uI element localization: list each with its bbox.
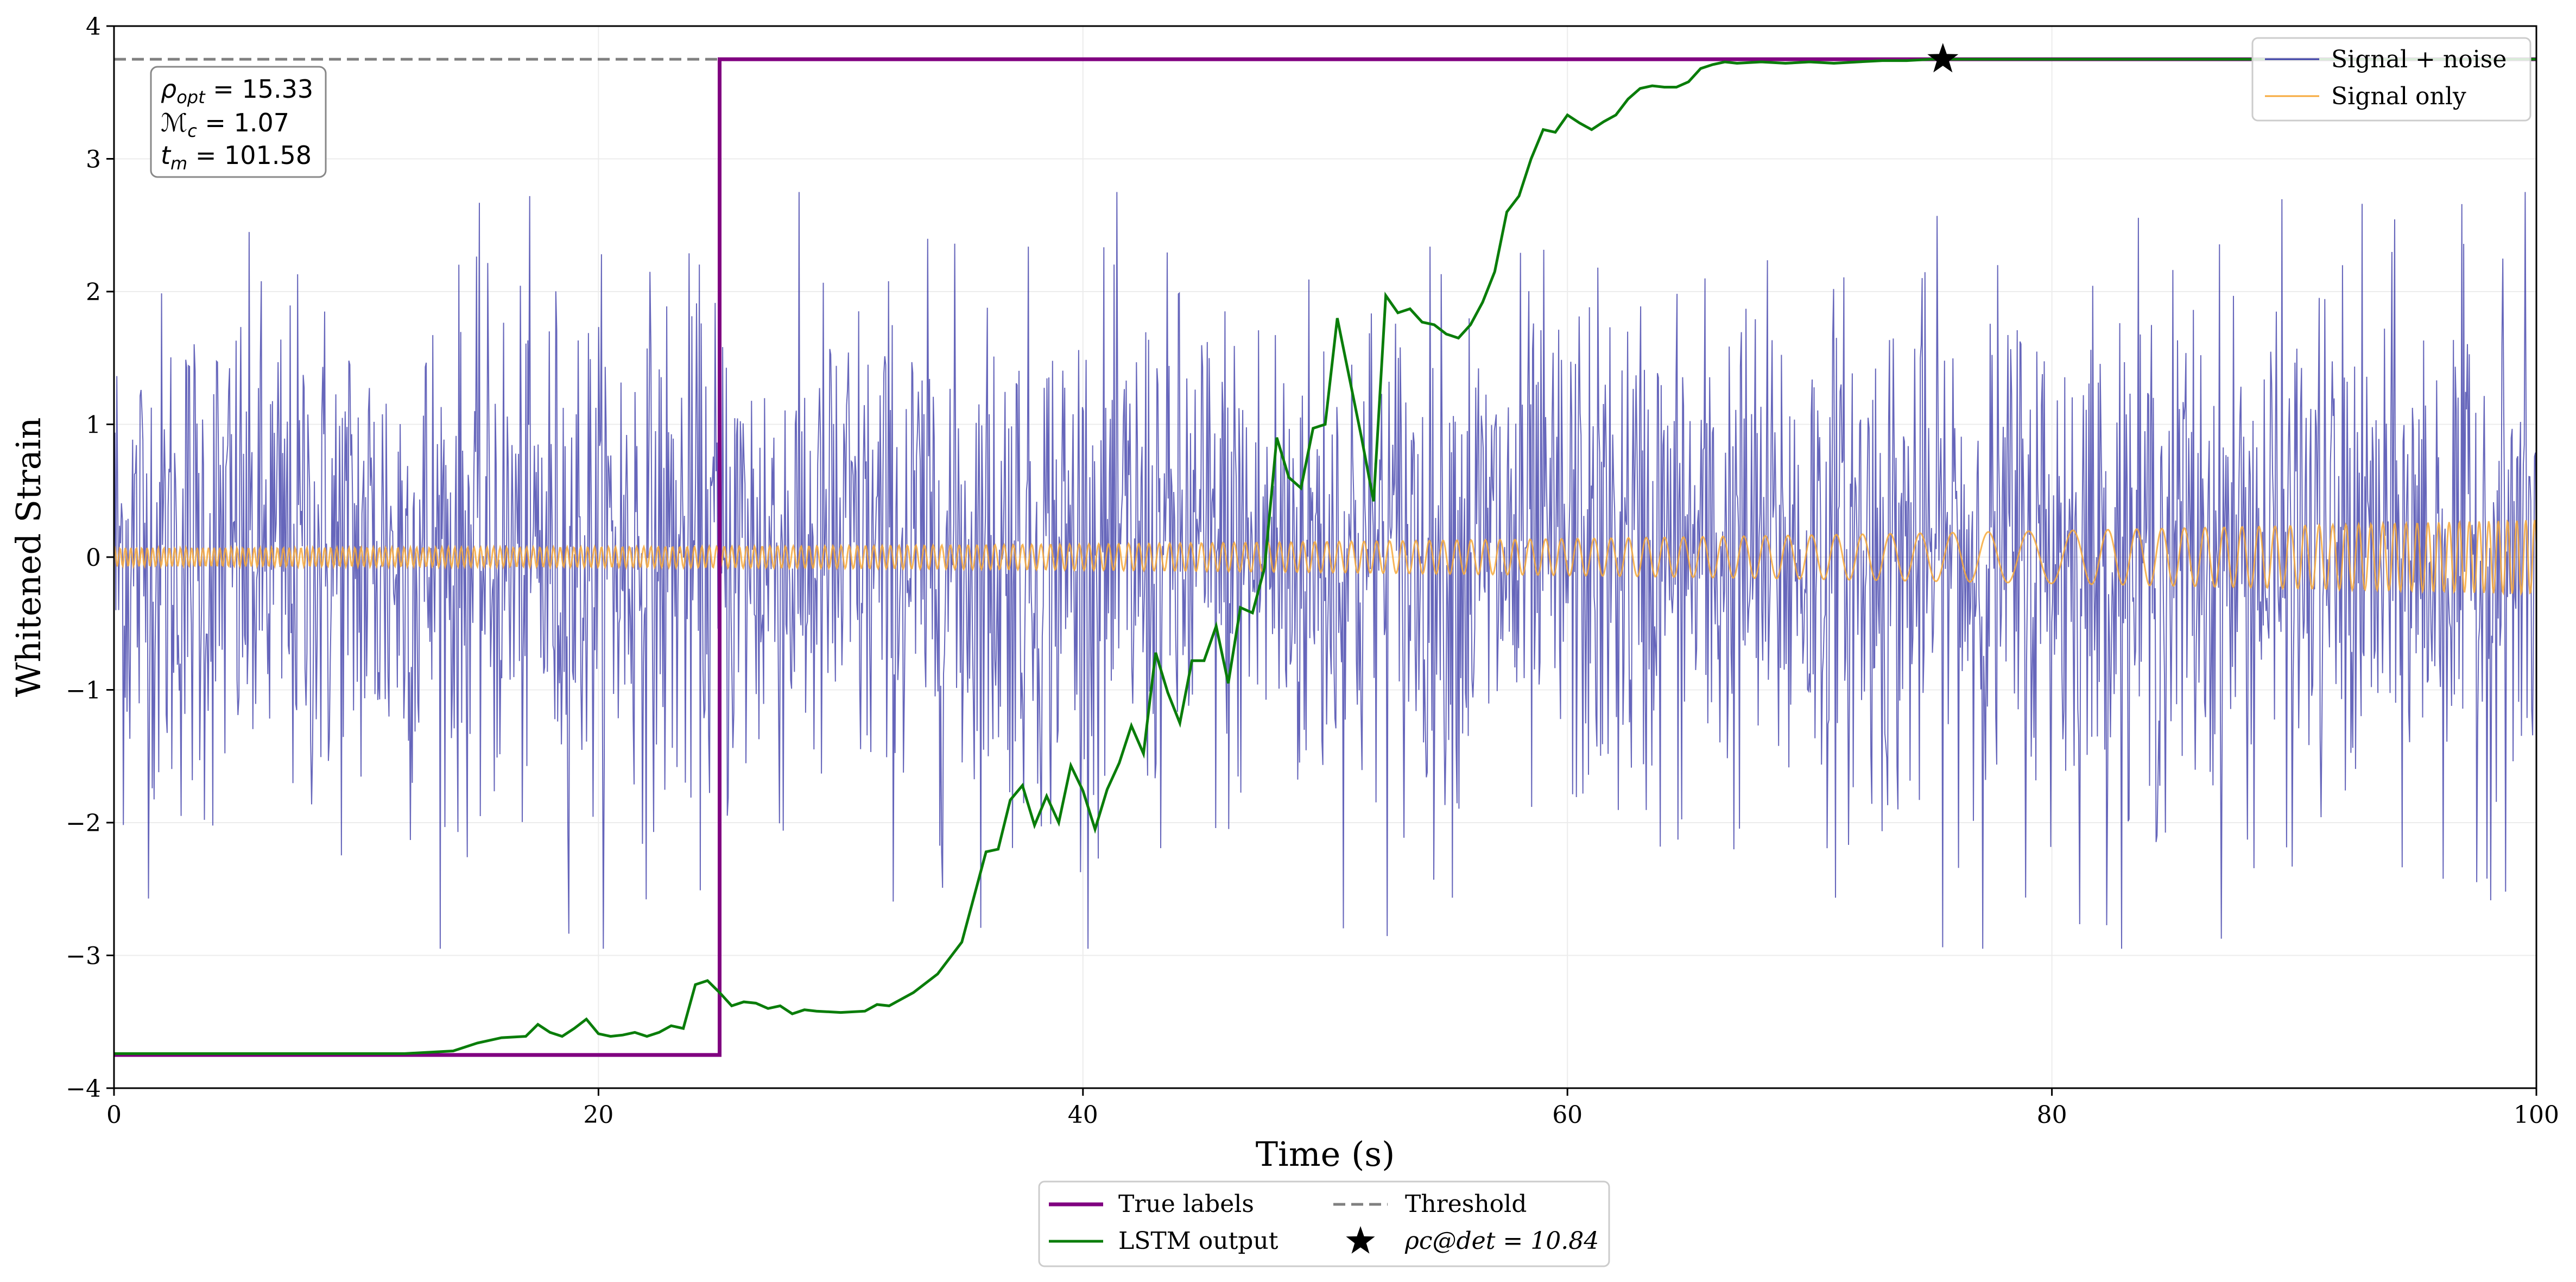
rho-opt-value: 15.33 <box>242 74 313 104</box>
y-tick-label: 2 <box>86 279 101 306</box>
x-tick-label: 60 <box>1552 1101 1583 1129</box>
x-tick-label: 40 <box>1068 1101 1098 1129</box>
y-tick-label: 3 <box>86 146 101 174</box>
y-tick-label: 1 <box>86 412 101 439</box>
chirp-mass-value: 1.07 <box>234 108 289 137</box>
signal-only-series <box>114 519 2536 596</box>
legend-detection-label: ρc@det = 10.84 <box>1404 1227 1599 1255</box>
y-tick-label: −2 <box>66 810 101 837</box>
y-axis-ticks: −4 −3 −2 −1 0 1 2 3 4 <box>66 13 114 1103</box>
y-tick-label: −4 <box>66 1075 101 1103</box>
legend-upper: Signal + noise Signal only <box>2251 37 2531 122</box>
y-axis-label: Whitened Strain <box>9 418 48 697</box>
legend-noise-label: Signal + noise <box>2331 46 2507 73</box>
merger-time-value: 101.58 <box>224 141 312 170</box>
lstm-output-series <box>114 58 2536 1055</box>
stats-annotation-box: ρopt = 15.33 ℳc = 1.07 tm = 101.58 <box>150 66 327 178</box>
chirp-mass-line: ℳc = 1.07 <box>161 108 289 141</box>
rho-opt-line: ρopt = 15.33 <box>161 74 313 108</box>
y-tick-label: −1 <box>66 677 101 705</box>
signal-noise-series <box>114 192 2536 949</box>
legend-signal-label: Signal only <box>2331 83 2466 110</box>
x-tick-label: 0 <box>106 1101 122 1129</box>
legend-threshold-label: Threshold <box>1405 1190 1527 1218</box>
y-tick-label: 0 <box>86 544 101 572</box>
x-tick-label: 20 <box>583 1101 613 1129</box>
x-axis-ticks: 0 20 40 60 80 100 <box>106 1088 2559 1129</box>
y-tick-label: 4 <box>86 13 101 41</box>
merger-time-line: tm = 101.58 <box>161 141 312 174</box>
legend-true-labels-label: True labels <box>1118 1190 1254 1218</box>
y-tick-label: −3 <box>66 943 101 970</box>
legend-lstm-label: LSTM output <box>1118 1227 1278 1255</box>
legend-star-swatch <box>1346 1226 1375 1254</box>
x-tick-label: 80 <box>2037 1101 2067 1129</box>
detection-star-marker <box>1927 43 1959 73</box>
true-labels-series <box>114 57 2536 1057</box>
legend-lower: True labels Threshold LSTM output ρc@det… <box>1038 1180 1610 1267</box>
x-axis-label: Time (s) <box>1256 1134 1395 1174</box>
x-tick-label: 100 <box>2514 1101 2559 1129</box>
